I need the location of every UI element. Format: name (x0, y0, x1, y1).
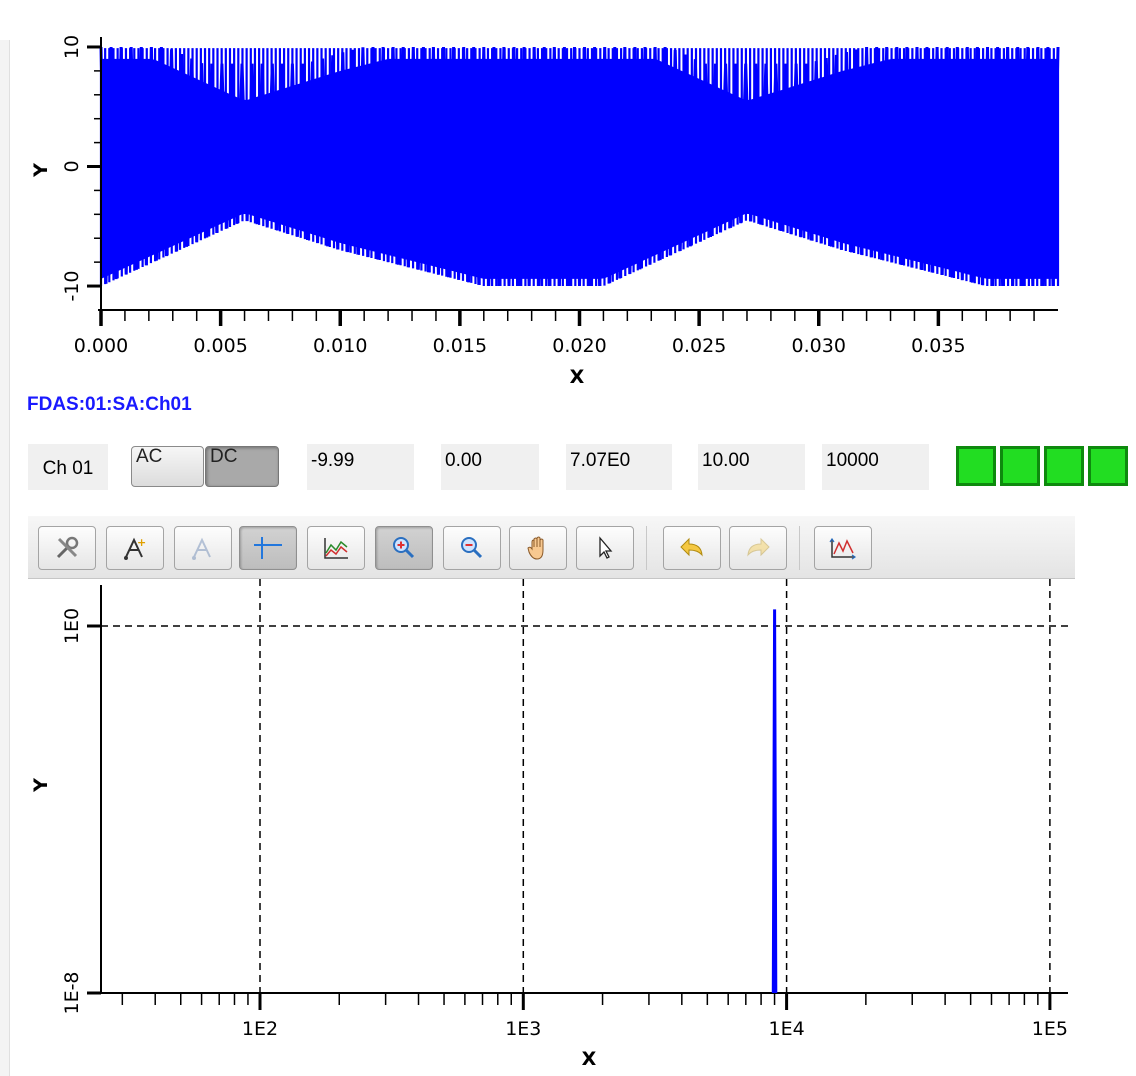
waveform-x-tick-label: 0.025 (672, 335, 726, 357)
spectrum-x-label: X (582, 1048, 597, 1070)
waveform-x-tick-label: 0.035 (911, 335, 965, 357)
waveform-x-tick-label: 0.005 (193, 335, 247, 357)
waveform-y-tick-label: -10 (61, 271, 83, 302)
toolbar-separator-2 (799, 526, 800, 570)
svg-text:+: + (137, 536, 146, 549)
add-annotation-icon: + (124, 536, 146, 560)
zoom-in-button[interactable] (375, 526, 433, 570)
min-value: -9.99 (307, 444, 414, 490)
remove-annotation-icon (192, 537, 211, 560)
crosshair-icon (254, 537, 282, 559)
spectrum-x-tick-label: 1E5 (1032, 1018, 1068, 1040)
spectrum-x-tick-label: 1E2 (242, 1018, 278, 1040)
samples-value: 10000 (822, 444, 929, 490)
undo-icon (680, 537, 703, 557)
status-led-2 (1000, 446, 1040, 486)
pv-name: FDAS:01:SA:Ch01 (27, 394, 192, 415)
mean-value: 0.00 (441, 444, 539, 490)
auto-scale-button[interactable] (814, 526, 872, 570)
spectrum-y-tick-label: 1E0 (61, 608, 83, 644)
undo-button[interactable] (663, 526, 721, 570)
add-annotation-button[interactable]: + (106, 526, 164, 570)
status-led-1 (956, 446, 996, 486)
zoom-out-button[interactable] (443, 526, 501, 570)
status-led-4 (1088, 446, 1128, 486)
waveform-y-tick-label: 10 (61, 35, 83, 59)
ac-coupling-button[interactable]: AC (131, 446, 204, 487)
pointer-button[interactable] (576, 526, 634, 570)
spectrum-plot[interactable]: 1E0 1E-8 1E2 1E3 1E4 1E5 Y X (0, 579, 1136, 1076)
spectrum-y-tick-label: 1E-8 (61, 971, 83, 1014)
spectrum-x-tick-label: 1E3 (505, 1018, 541, 1040)
stagger-plot-icon (324, 538, 348, 559)
status-led-3 (1044, 446, 1084, 486)
toolbar-separator (646, 526, 647, 570)
zoom-out-icon (461, 537, 483, 559)
spectrum-y-label: Y (30, 778, 52, 793)
waveform-x-tick-label: 0.015 (433, 335, 487, 357)
spectrum-trace (771, 609, 778, 994)
rms-value: 7.07E0 (566, 444, 672, 490)
settings-tools-icon (56, 536, 79, 559)
waveform-x-tick-label: 0.010 (313, 335, 367, 357)
waveform-y-tick-label: 0 (61, 160, 83, 172)
pointer-icon (599, 536, 613, 559)
pan-hand-icon (527, 536, 544, 560)
spectrum-x-tick-label: 1E4 (769, 1018, 805, 1040)
waveform-x-label: X (570, 366, 585, 388)
waveform-y-label: Y (30, 163, 52, 178)
waveform-x-tick-label: 0.020 (552, 335, 606, 357)
waveform-x-tick-label: 0.030 (792, 335, 846, 357)
pan-button[interactable] (509, 526, 567, 570)
auto-scale-icon (829, 537, 857, 560)
waveform-x-tick-label: 0.000 (74, 335, 128, 357)
crosshair-button[interactable] (239, 526, 297, 570)
channel-label: Ch 01 (28, 444, 108, 490)
stagger-plot-button[interactable] (307, 526, 365, 570)
max-value: 10.00 (698, 444, 805, 490)
plot-toolbar: + (28, 516, 1075, 579)
redo-button[interactable] (729, 526, 787, 570)
remove-annotation-button[interactable] (174, 526, 232, 570)
left-panel-edge (0, 40, 10, 1076)
settings-button[interactable] (38, 526, 96, 570)
dc-coupling-button[interactable]: DC (205, 446, 279, 487)
waveform-plot[interactable]: -10 0 10 0.000 0.005 0.010 0.015 0.020 0.025 0.03… (0, 0, 1136, 392)
redo-icon (747, 537, 770, 557)
zoom-in-icon (393, 537, 415, 559)
